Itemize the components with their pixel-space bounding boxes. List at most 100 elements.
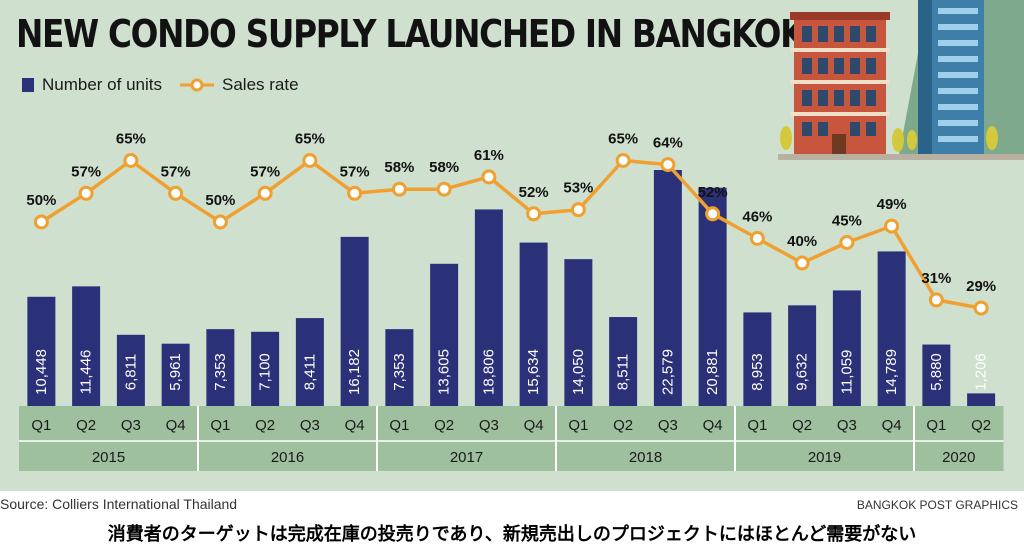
bar-value-label: 14,789 xyxy=(883,349,900,395)
bar xyxy=(27,296,56,406)
sales-rate-label: 49% xyxy=(877,196,907,213)
sales-rate-point xyxy=(526,206,542,222)
sales-rate-point xyxy=(570,202,586,218)
sales-rate-point xyxy=(884,218,900,234)
sales-rate-label: 40% xyxy=(787,233,817,250)
bar xyxy=(653,170,682,406)
legend-label-units: Number of units xyxy=(42,75,162,94)
sales-rate-point xyxy=(615,153,631,168)
sales-rate-point xyxy=(33,214,49,230)
caption: 消費者のターゲットは完成在庫の投売りであり、新規売出しのプロジェクトにはほとんど… xyxy=(107,524,917,545)
bar-value-label: 7,353 xyxy=(391,353,408,391)
sales-rate-label: 29% xyxy=(966,278,996,295)
bar xyxy=(295,318,324,406)
sales-rate-label: 31% xyxy=(921,270,951,287)
bar xyxy=(698,187,727,406)
quarter-tick-label: Q4 xyxy=(703,417,723,434)
sales-rate-point xyxy=(973,300,989,316)
sales-rate-label: 58% xyxy=(429,159,459,176)
bar-value-label: 8,411 xyxy=(301,354,318,390)
sales-rate-point xyxy=(928,292,944,308)
sales-rate-label: 57% xyxy=(250,163,280,180)
quarter-tick-label: Q1 xyxy=(926,417,946,434)
bar xyxy=(385,329,414,406)
bar-value-label: 7,100 xyxy=(257,353,274,391)
quarter-tick-label: Q4 xyxy=(524,417,544,434)
legend-item-units: Number of units xyxy=(22,75,162,95)
legend-swatch-line xyxy=(180,78,214,92)
bar-value-label: 14,050 xyxy=(570,349,587,395)
sales-rate-point xyxy=(168,185,184,201)
quarter-tick-label: Q2 xyxy=(76,417,96,434)
chart-title: NEW CONDO SUPPLY LAUNCHED IN BANGKOK xyxy=(16,12,805,56)
bar-value-label: 7,353 xyxy=(212,353,229,391)
sales-rate-label: 57% xyxy=(161,163,191,180)
sales-rate-point xyxy=(78,185,94,201)
bar xyxy=(474,209,503,406)
bar-value-label: 8,953 xyxy=(749,353,766,391)
year-tick-label: 2015 xyxy=(92,449,125,466)
bar xyxy=(430,263,459,406)
sales-rate-point xyxy=(794,255,810,271)
quarter-tick-label: Q2 xyxy=(255,417,275,434)
sales-rate-label: 57% xyxy=(340,163,370,180)
bar-value-label: 5,961 xyxy=(167,353,184,391)
buildings-illustration xyxy=(778,0,1024,160)
sales-rate-point xyxy=(660,157,676,173)
sales-rate-point xyxy=(839,235,855,250)
quarter-tick-label: Q1 xyxy=(747,417,767,434)
year-tick-label: 2016 xyxy=(271,449,304,466)
sales-rate-label: 50% xyxy=(26,192,56,209)
bar-value-label: 16,182 xyxy=(346,349,363,395)
sales-rate-point xyxy=(257,185,273,201)
chart-canvas: 10,448 11,446 6,811 5,961 7,353 7,100 8,411 16,… xyxy=(19,131,1004,471)
quarter-tick-label: Q3 xyxy=(300,417,320,434)
bar xyxy=(161,343,190,406)
sales-rate-point xyxy=(347,185,363,201)
quarter-tick-label: Q3 xyxy=(658,417,678,434)
sales-rate-label: 57% xyxy=(71,163,101,180)
bar xyxy=(564,259,593,406)
bar-value-label: 10,448 xyxy=(33,349,50,395)
sales-rate-point xyxy=(212,214,228,230)
sales-rate-point xyxy=(436,181,452,197)
bar-value-label: 13,605 xyxy=(436,349,453,395)
quarter-tick-label: Q2 xyxy=(434,417,454,434)
bar xyxy=(922,344,951,406)
bar xyxy=(832,290,861,406)
bar-value-label: 18,806 xyxy=(480,349,497,395)
sales-rate-label: 58% xyxy=(384,159,414,176)
sales-rate-label: 65% xyxy=(295,131,325,148)
quarter-tick-label: Q3 xyxy=(837,417,857,434)
year-axis-band xyxy=(19,441,1004,471)
bar xyxy=(72,286,101,406)
bar-value-label: 6,811 xyxy=(122,354,139,390)
quarter-tick-label: Q2 xyxy=(613,417,633,434)
bar xyxy=(609,317,638,406)
sales-rate-point xyxy=(123,153,139,168)
sales-rate-label: 65% xyxy=(608,131,638,148)
bar-value-label: 5,880 xyxy=(928,353,945,391)
sales-rate-point xyxy=(391,181,407,197)
legend-swatch-bar xyxy=(22,78,34,92)
quarter-tick-label: Q4 xyxy=(345,417,365,434)
quarter-tick-label: Q1 xyxy=(31,417,51,434)
year-tick-label: 2020 xyxy=(942,449,975,466)
bar xyxy=(967,393,996,406)
bar-value-label: 11,059 xyxy=(838,350,855,395)
credit-note: BANGKOK POST GRAPHICS xyxy=(856,498,1018,512)
quarter-axis-band xyxy=(19,406,1004,442)
sales-rate-label: 50% xyxy=(205,192,235,209)
sales-rate-line xyxy=(40,158,982,310)
legend-item-rate: Sales rate xyxy=(180,75,299,95)
bar-value-label: 8,511 xyxy=(615,354,632,390)
sales-rate-label: 52% xyxy=(519,184,549,201)
sales-rate-point xyxy=(749,230,765,246)
bar xyxy=(519,242,548,406)
bar xyxy=(206,329,235,406)
quarter-tick-label: Q1 xyxy=(568,417,588,434)
legend-label-rate: Sales rate xyxy=(222,75,299,94)
sales-rate-label: 61% xyxy=(474,147,504,164)
bar-value-label: 22,579 xyxy=(659,349,676,395)
source-note: Source: Colliers International Thailand xyxy=(0,496,238,512)
